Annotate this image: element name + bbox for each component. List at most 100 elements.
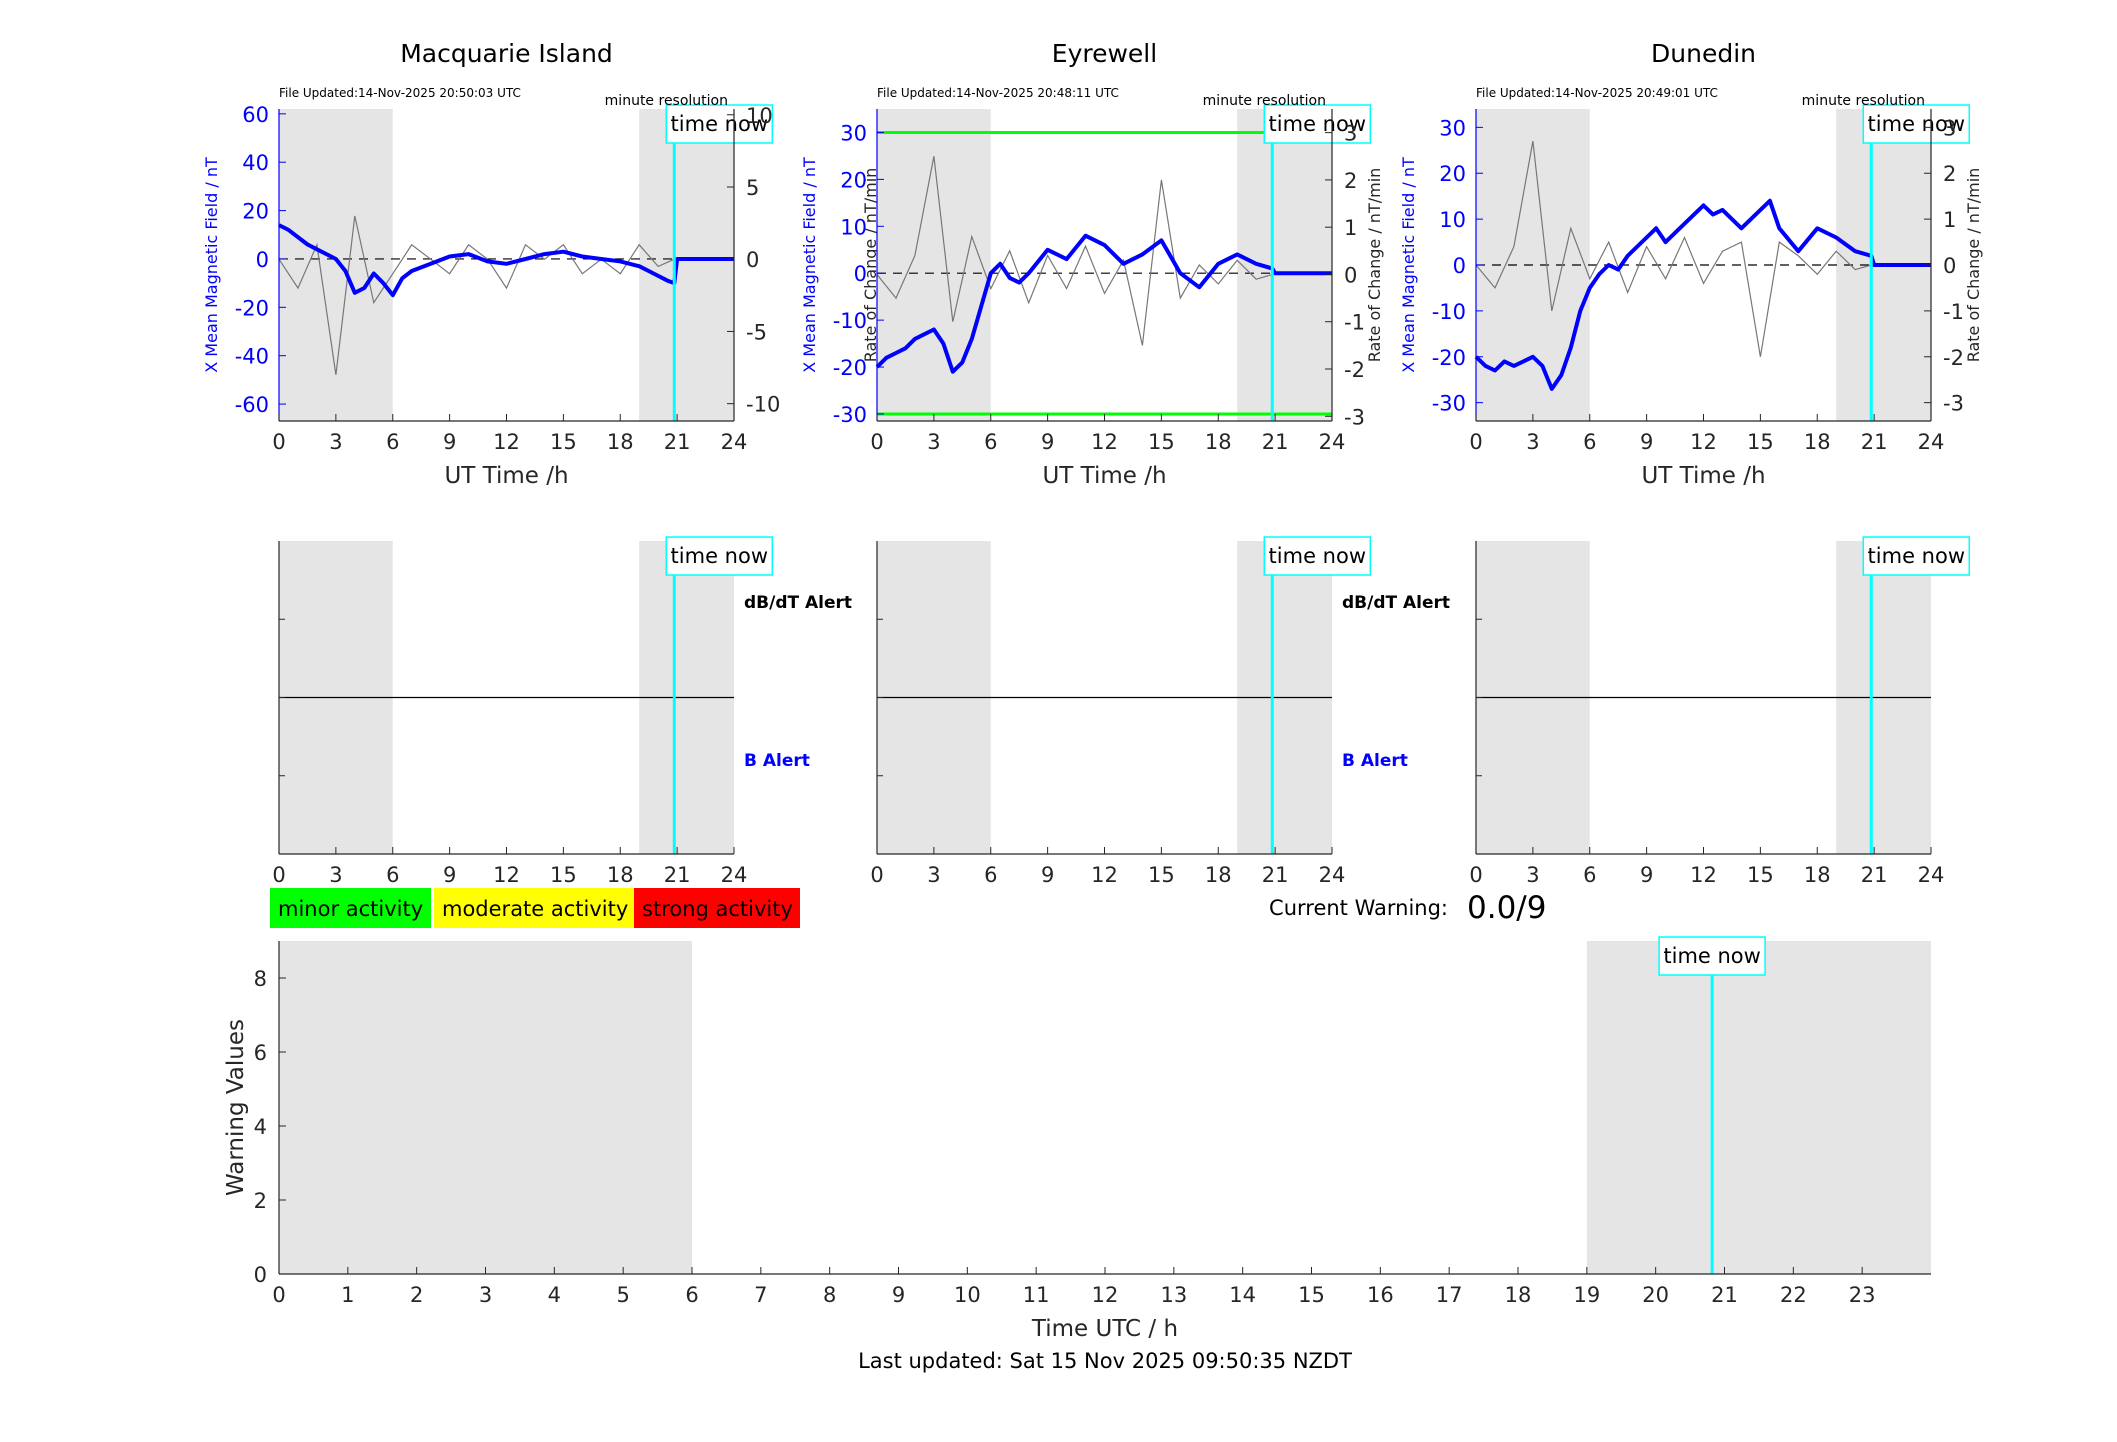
x-tick-label: 12 (1091, 430, 1118, 454)
x-tick-label: 6 (386, 430, 399, 454)
night-shading (639, 109, 734, 421)
x-tick-label: 9 (1640, 430, 1653, 454)
time-now-label: time now (1269, 544, 1366, 568)
y-axis-label: X Mean Magnetic Field / nT (800, 157, 819, 373)
chart-title: Macquarie Island (400, 39, 613, 68)
y-tick-label: -20 (1432, 346, 1466, 370)
time-now-label: time now (1663, 944, 1760, 968)
time-now-label: time now (1868, 544, 1965, 568)
x-tick-label: 9 (1640, 863, 1653, 887)
x-tick-label: 15 (1747, 863, 1774, 887)
mean-field-series (278, 223, 734, 298)
x-tick-label: 18 (1804, 863, 1831, 887)
x-tick-label: 3 (927, 863, 940, 887)
y-tick-label: 30 (840, 121, 867, 145)
y-tick-label: -30 (1432, 392, 1466, 416)
time-now-label: time now (1269, 112, 1366, 136)
x-tick-label: 3 (329, 430, 342, 454)
file-updated-label: File Updated:14-Nov-2025 20:50:03 UTC (279, 86, 521, 100)
y-tick-label: -30 (833, 403, 867, 427)
x-tick-label: 24 (1918, 863, 1945, 887)
x-tick-label: 18 (607, 863, 634, 887)
y-right-tick-label: -10 (746, 393, 780, 417)
legend-label-minor: minor activity (278, 897, 423, 921)
x-tick-label: 15 (550, 863, 577, 887)
y-axis-label: X Mean Magnetic Field / nT (202, 157, 221, 373)
x-tick-label: 6 (984, 863, 997, 887)
x-tick-label: 5 (616, 1283, 629, 1307)
y-right-axis-label: Rate of Change / nT/min (1365, 168, 1384, 363)
x-tick-label: 15 (550, 430, 577, 454)
x-tick-label: 10 (954, 1283, 981, 1307)
x-tick-label: 18 (1804, 430, 1831, 454)
time-now-label-box (1862, 104, 1971, 144)
time-now-label-box (665, 104, 774, 144)
time-now-label-box (1862, 536, 1971, 576)
x-tick-label: 15 (1747, 430, 1774, 454)
y-right-tick-label: 3 (1344, 122, 1357, 146)
mean-field-series (1474, 198, 1931, 391)
x-tick-label: 15 (1298, 1283, 1325, 1307)
x-tick-label: 18 (1205, 430, 1232, 454)
x-tick-label: 3 (479, 1283, 492, 1307)
b-alert-label: B Alert (1342, 751, 1408, 771)
x-tick-label: 18 (607, 430, 634, 454)
y-right-tick-label: 0 (1344, 263, 1357, 287)
b-alert-label: B Alert (744, 751, 810, 771)
legend-label-moderate: moderate activity (442, 897, 628, 921)
x-tick-label: 0 (1469, 430, 1482, 454)
y-right-tick-label: -5 (746, 320, 767, 344)
y-right-tick-label: -2 (1943, 346, 1964, 370)
y-right-tick-label: 1 (1344, 216, 1357, 240)
night-shading (1237, 109, 1332, 421)
y-right-tick-label: 2 (1943, 162, 1956, 186)
x-tick-label: 24 (1918, 430, 1945, 454)
legend-label-strong: strong activity (642, 897, 793, 921)
x-tick-label: 0 (1469, 863, 1482, 887)
legend-swatch-moderate (434, 888, 634, 928)
dbdt-alert-label: dB/dT Alert (744, 593, 852, 613)
x-tick-label: 21 (1861, 430, 1888, 454)
x-tick-label: 18 (1205, 863, 1232, 887)
y-right-tick-label: 3 (1943, 116, 1956, 140)
x-tick-label: 9 (1041, 430, 1054, 454)
y-axis-label: X Mean Magnetic Field / nT (1399, 157, 1418, 373)
x-tick-label: 21 (664, 863, 691, 887)
x-tick-label: 0 (272, 1283, 285, 1307)
x-tick-label: 9 (443, 863, 456, 887)
x-tick-label: 21 (1711, 1283, 1738, 1307)
time-now-label: time now (671, 544, 768, 568)
chart-title: Eyrewell (1052, 39, 1157, 68)
y-tick-label: -10 (1432, 300, 1466, 324)
y-tick-label: 20 (242, 200, 269, 224)
y-tick-label: -10 (833, 309, 867, 333)
y-right-axis-label: Rate of Change / nT/min (1964, 168, 1983, 363)
x-axis-label: UT Time /h (1042, 463, 1166, 489)
x-tick-label: 3 (1526, 430, 1539, 454)
x-tick-label: 7 (754, 1283, 767, 1307)
x-tick-label: 24 (721, 430, 748, 454)
x-tick-label: 12 (493, 863, 520, 887)
time-now-label: time now (671, 112, 768, 136)
x-tick-label: 12 (1091, 863, 1118, 887)
file-updated-label: File Updated:14-Nov-2025 20:49:01 UTC (1476, 86, 1718, 100)
y-right-tick-label: 2 (1344, 169, 1357, 193)
x-tick-label: 6 (1583, 863, 1596, 887)
y-tick-label: 0 (254, 1263, 267, 1287)
x-tick-label: 14 (1229, 1283, 1256, 1307)
y-tick-label: 0 (256, 248, 269, 272)
y-tick-label: 20 (840, 168, 867, 192)
time-now-label-box (1658, 936, 1766, 976)
x-tick-label: 12 (493, 430, 520, 454)
dbdt-alert-label: dB/dT Alert (1342, 593, 1450, 613)
x-tick-label: 16 (1367, 1283, 1394, 1307)
x-tick-label: 9 (1041, 863, 1054, 887)
mean-field-series (875, 233, 1332, 374)
current-warning-value: 0.0/9 (1467, 890, 1546, 926)
current-warning-label: Current Warning: (1269, 896, 1448, 920)
x-tick-label: 2 (410, 1283, 423, 1307)
x-tick-label: 1 (341, 1283, 354, 1307)
x-tick-label: 6 (984, 430, 997, 454)
time-now-label-box (665, 536, 774, 576)
